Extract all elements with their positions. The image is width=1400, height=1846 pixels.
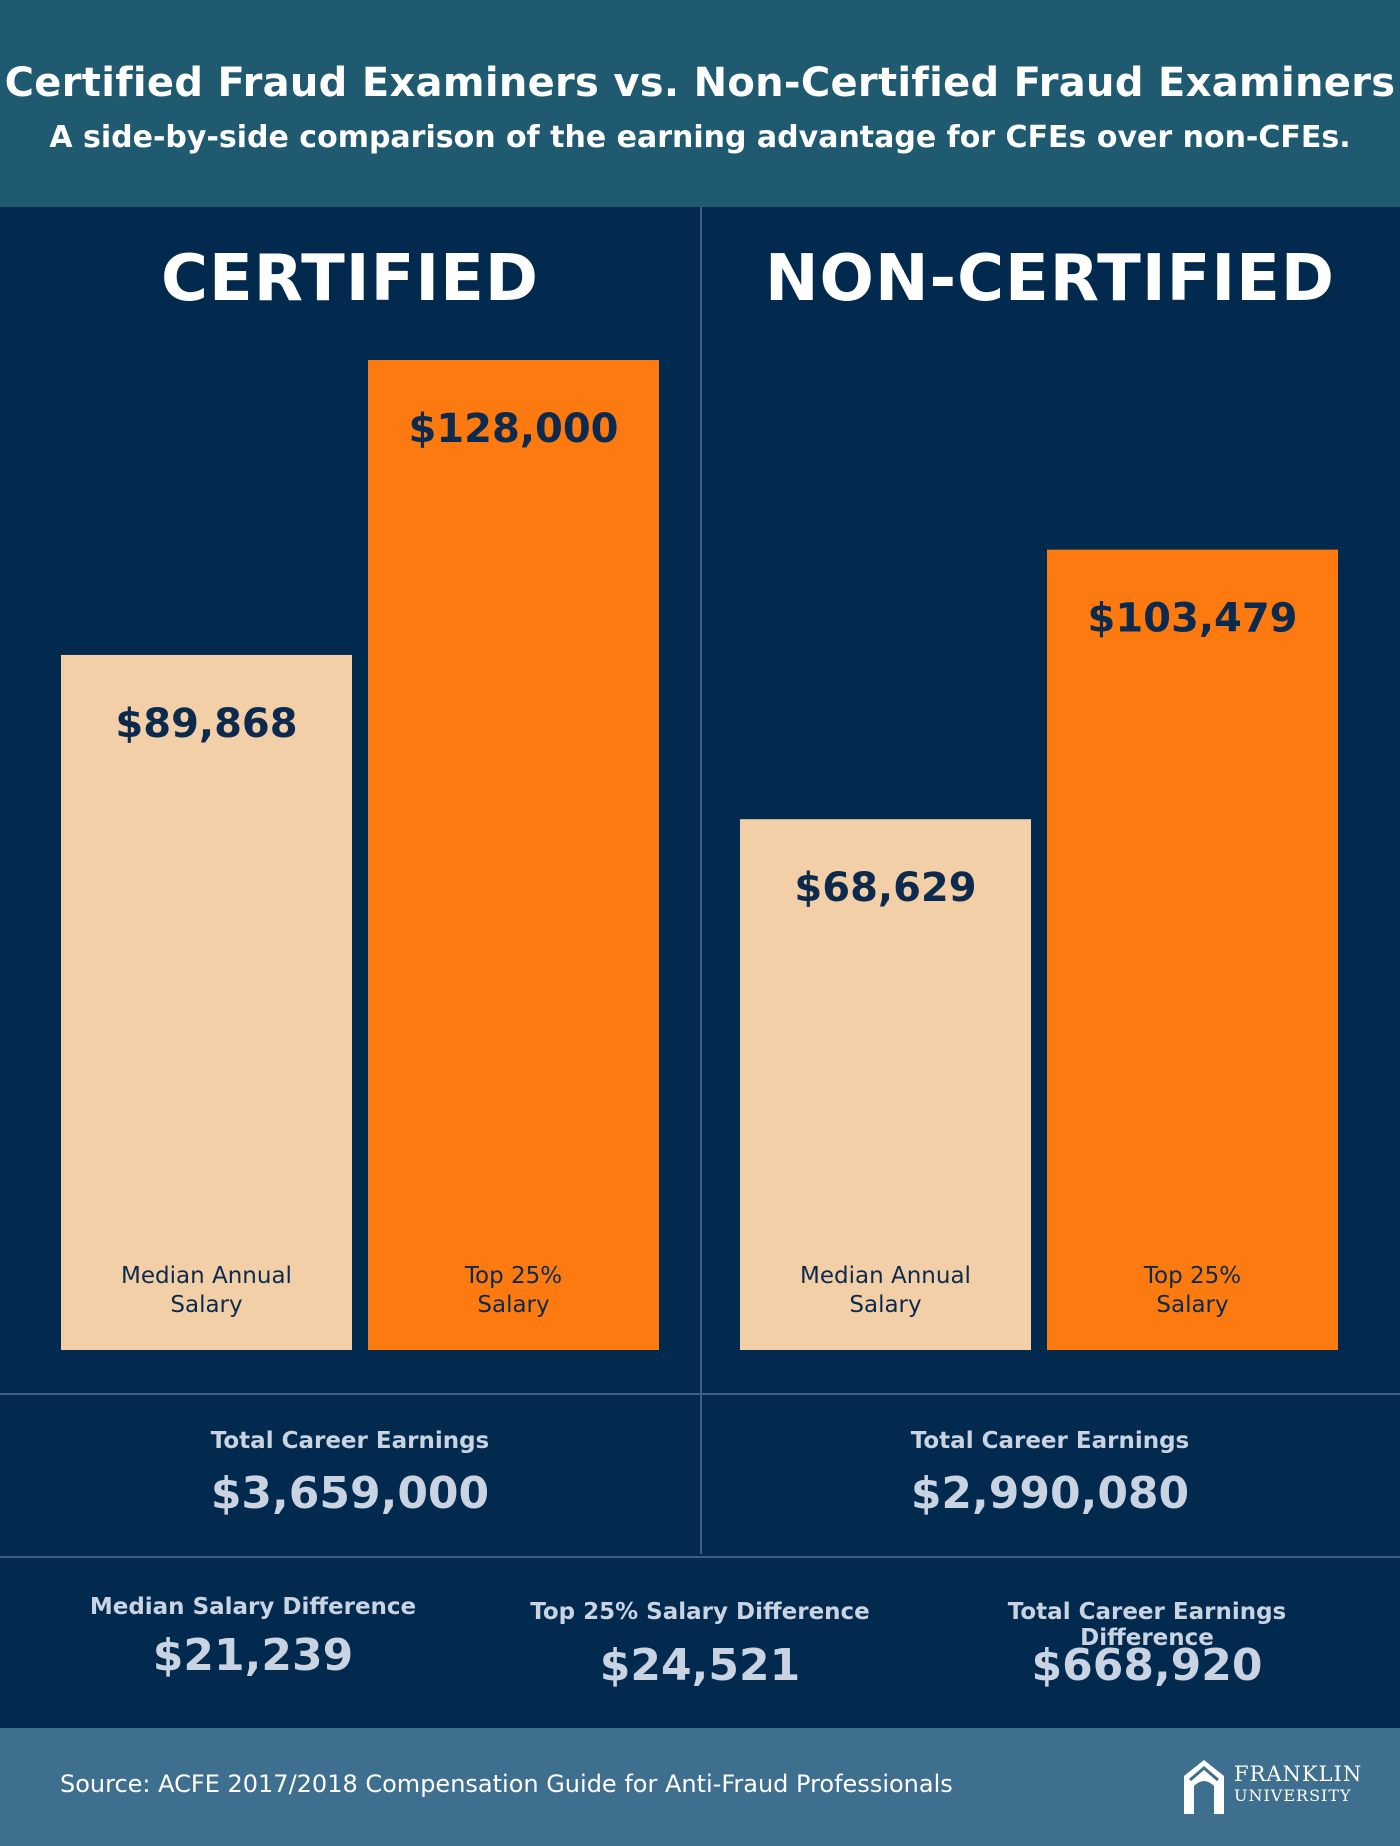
median-difference-value: $21,239 — [152, 1630, 354, 1681]
header: Certified Fraud Examiners vs. Non-Certif… — [0, 0, 1400, 207]
arch-icon — [1184, 1760, 1224, 1814]
category-label-non-certified-median-line1: Median Annual — [800, 1263, 971, 1289]
bar-non-certified-median — [740, 819, 1031, 1350]
section-title-certified: CERTIFIED — [161, 242, 539, 316]
divider-after-chart — [0, 1393, 1400, 1395]
career-earnings-value-certified: $3,659,000 — [210, 1468, 490, 1519]
category-label-certified-median-line1: Median Annual — [121, 1263, 292, 1289]
category-label-non-certified-top25-line1: Top 25% — [1143, 1263, 1241, 1289]
divider-after-career — [0, 1556, 1400, 1558]
salary-bar-chart: $89,868 Median Annual Salary $128,000 Top 25… — [61, 360, 1338, 1350]
value-label-certified-median: $89,868 — [115, 701, 297, 747]
bar-non-certified-top25 — [1047, 549, 1338, 1350]
category-label-certified-top25-line2: Salary — [477, 1292, 549, 1318]
career-earnings-label-non-certified: Total Career Earnings — [910, 1428, 1190, 1454]
category-label-non-certified-median-line2: Salary — [849, 1292, 921, 1318]
source-note: Source: ACFE 2017/2018 Compensation Guid… — [60, 1770, 953, 1798]
category-label-certified-top25-line1: Top 25% — [464, 1263, 562, 1289]
bar-certified-top25 — [368, 360, 659, 1350]
top25-difference-value: $24,521 — [599, 1640, 801, 1691]
career-earnings-value-non-certified: $2,990,080 — [910, 1468, 1190, 1519]
top25-difference-label: Top 25% Salary Difference — [530, 1599, 870, 1625]
career-difference-label: Total Career Earnings Difference — [1007, 1599, 1287, 1651]
bar-certified-median — [61, 654, 352, 1350]
column-divider-top — [700, 207, 702, 1554]
category-label-certified-median-line2: Salary — [170, 1292, 242, 1318]
page-title: Certified Fraud Examiners vs. Non-Certif… — [4, 60, 1396, 106]
career-difference-value: $668,920 — [1031, 1640, 1263, 1691]
section-title-non-certified: NON-CERTIFIED — [764, 242, 1336, 316]
logo-sub: UNIVERSITY — [1234, 1786, 1352, 1805]
franklin-university-logo: FRANKLIN UNIVERSITY — [1180, 1754, 1380, 1818]
value-label-certified-top25: $128,000 — [408, 406, 618, 452]
category-label-non-certified-top25-line2: Salary — [1156, 1292, 1228, 1318]
median-difference-label: Median Salary Difference — [89, 1594, 417, 1620]
value-label-non-certified-median: $68,629 — [794, 865, 976, 911]
page-subtitle: A side-by-side comparison of the earning… — [49, 120, 1351, 155]
footer: Source: ACFE 2017/2018 Compensation Guid… — [0, 1728, 1400, 1846]
career-earnings-label-certified: Total Career Earnings — [210, 1428, 490, 1454]
value-label-non-certified-top25: $103,479 — [1087, 596, 1297, 642]
logo-name: FRANKLIN — [1234, 1762, 1363, 1786]
